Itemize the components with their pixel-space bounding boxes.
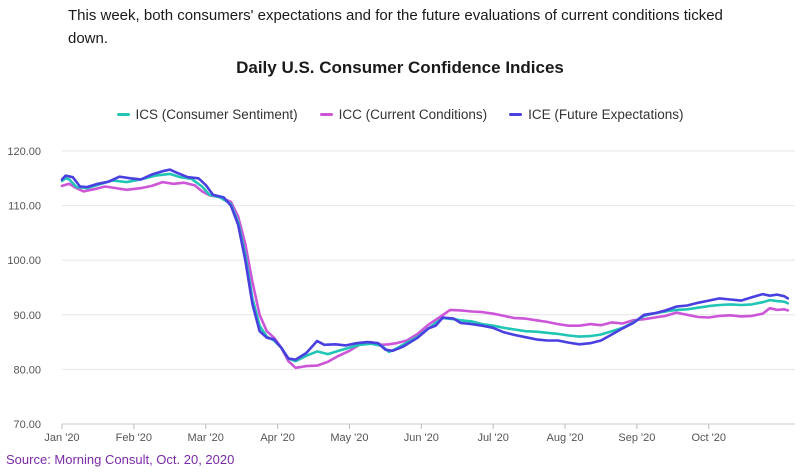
chart-title: Daily U.S. Consumer Confidence Indices: [236, 58, 564, 77]
x-tick-label: Jan '20: [44, 432, 79, 444]
intro-text: This week, both consumers' expectations …: [68, 7, 723, 47]
y-tick-label: 90.00: [13, 310, 41, 322]
x-tick-label: Sep '20: [618, 432, 655, 444]
x-tick-label: Feb '20: [116, 432, 152, 444]
x-tick-label: May '20: [330, 432, 368, 444]
series-line-ice: [60, 168, 790, 361]
x-tick-label: Apr '20: [260, 432, 295, 444]
legend-swatch-icc: [319, 113, 333, 116]
chart-legend: ICS (Consumer Sentiment) ICC (Current Co…: [0, 107, 800, 122]
legend-label-ice: ICE (Future Expectations): [528, 107, 684, 122]
legend-swatch-ics: [116, 113, 130, 116]
y-tick-label: 80.00: [13, 364, 41, 376]
legend-swatch-ice: [509, 113, 523, 116]
x-tick-label: Oct '20: [692, 432, 727, 444]
y-tick-label: 70.00: [13, 419, 41, 431]
legend-label-icc: ICC (Current Conditions): [338, 107, 488, 122]
legend-item-ice[interactable]: ICE (Future Expectations): [509, 107, 683, 122]
x-tick-label: Jun '20: [404, 432, 439, 444]
legend-item-icc[interactable]: ICC (Current Conditions): [319, 107, 488, 122]
legend-item-ics[interactable]: ICS (Consumer Sentiment): [116, 107, 298, 122]
y-tick-label: 100.00: [7, 255, 41, 267]
y-tick-label: 120.00: [7, 146, 41, 158]
x-tick-label: Mar '20: [188, 432, 224, 444]
legend-label-ics: ICS (Consumer Sentiment): [135, 107, 298, 122]
y-tick-label: 110.00: [8, 201, 41, 213]
x-tick-label: Aug '20: [547, 432, 584, 444]
x-tick-label: Jul '20: [477, 432, 508, 444]
source-note: Source: Morning Consult, Oct. 20, 2020: [6, 452, 235, 467]
series-line-icc: [60, 180, 790, 370]
